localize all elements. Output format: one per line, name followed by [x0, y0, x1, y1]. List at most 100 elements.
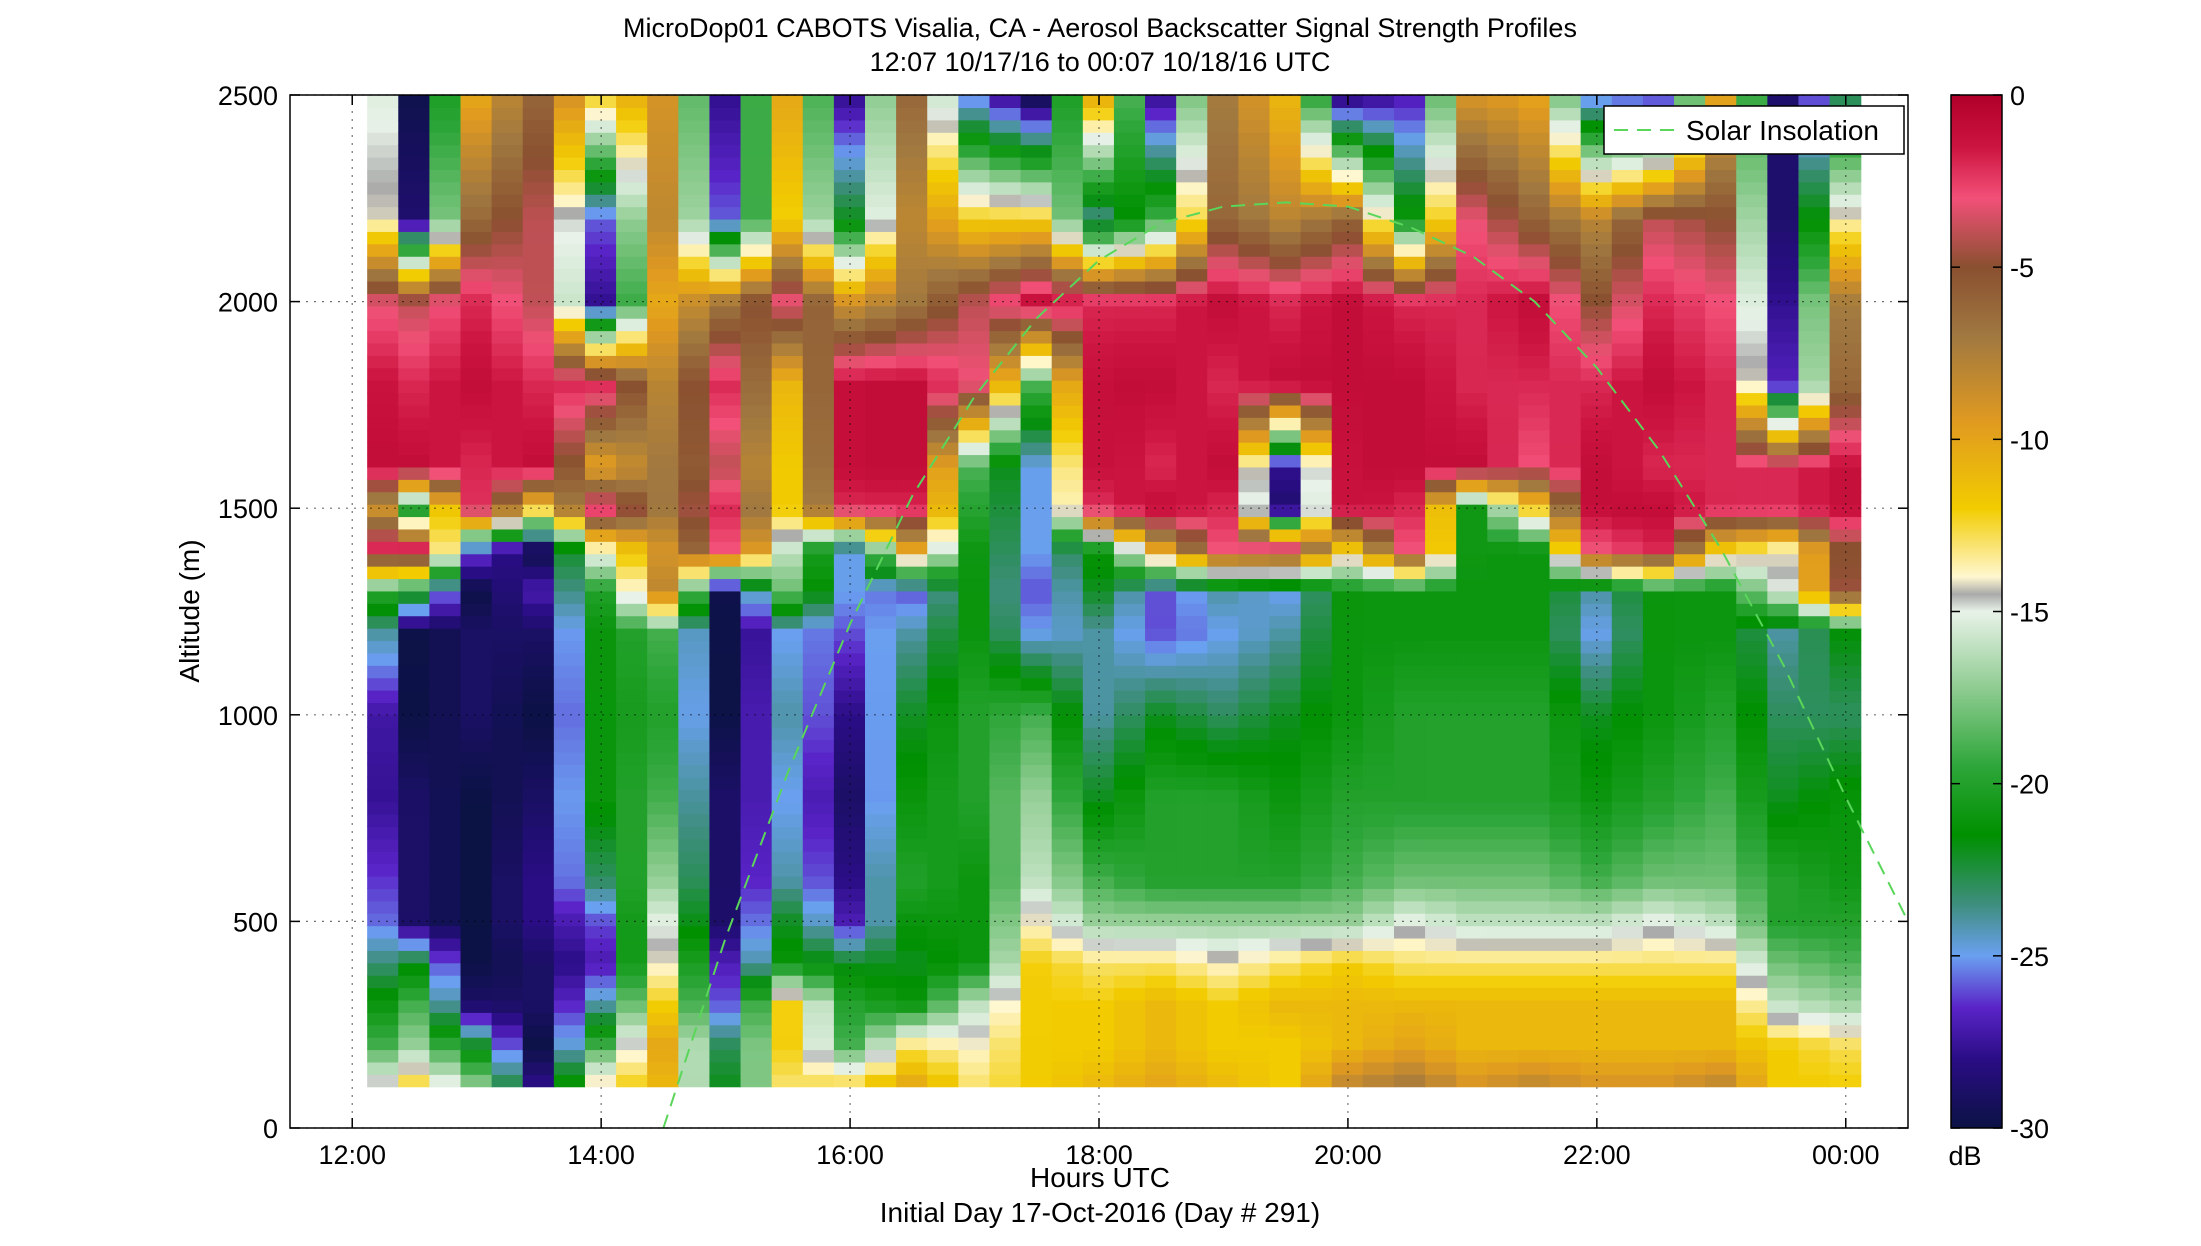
- heatmap-cell: [460, 194, 493, 208]
- heatmap-cell: [1051, 875, 1084, 889]
- heatmap-cell: [1425, 119, 1457, 133]
- heatmap-cell: [1767, 1074, 1800, 1088]
- heatmap-cell: [709, 392, 742, 406]
- heatmap-cell: [1705, 1061, 1737, 1075]
- heatmap-cell: [1518, 913, 1551, 927]
- heatmap-cell: [1425, 925, 1457, 939]
- heatmap-cell: [678, 950, 711, 964]
- heatmap-cell: [1549, 739, 1582, 753]
- heatmap-cell: [927, 194, 959, 208]
- heatmap-cell: [1829, 925, 1862, 939]
- heatmap-cell: [1642, 764, 1675, 778]
- heatmap-cell: [1051, 751, 1084, 765]
- heatmap-cell: [1705, 342, 1737, 356]
- heatmap-cell: [1549, 454, 1582, 468]
- heatmap-cell: [1082, 342, 1115, 356]
- heatmap-cell: [1767, 851, 1800, 865]
- heatmap-cell: [647, 900, 679, 914]
- heatmap-cell: [1425, 937, 1457, 951]
- heatmap-cell: [1362, 677, 1395, 691]
- heatmap-cell: [1176, 751, 1208, 765]
- heatmap-cell: [1518, 144, 1551, 158]
- heatmap-cell: [833, 454, 866, 468]
- heatmap-cell: [1549, 578, 1582, 592]
- heatmap-cell: [1736, 851, 1768, 865]
- heatmap-cell: [1393, 466, 1426, 480]
- heatmap-cell: [553, 119, 586, 133]
- heatmap-cell: [491, 727, 524, 741]
- heatmap-cell: [1300, 603, 1333, 617]
- heatmap-cell: [1425, 367, 1457, 381]
- heatmap-cell: [1705, 367, 1737, 381]
- heatmap-cell: [1456, 404, 1488, 418]
- heatmap-cell: [1767, 330, 1800, 344]
- heatmap-cell: [1580, 652, 1613, 666]
- heatmap-cell: [927, 875, 959, 889]
- heatmap-cell: [1487, 1037, 1520, 1051]
- heatmap-cell: [865, 677, 897, 691]
- heatmap-cell: [367, 1024, 399, 1038]
- heatmap-cell: [1269, 218, 1302, 232]
- heatmap-cell: [958, 541, 991, 555]
- heatmap-cell: [771, 665, 804, 679]
- heatmap-cell: [1549, 107, 1582, 121]
- heatmap-cell: [1207, 293, 1239, 307]
- heatmap-cell: [1238, 975, 1271, 989]
- heatmap-cell: [1176, 206, 1208, 220]
- heatmap-cell: [709, 218, 742, 232]
- heatmap-cell: [740, 900, 773, 914]
- heatmap-cell: [1580, 1012, 1613, 1026]
- heatmap-cell: [896, 714, 928, 728]
- heatmap-cell: [553, 380, 586, 394]
- heatmap-cell: [460, 442, 493, 456]
- heatmap-cell: [1705, 690, 1737, 704]
- heatmap-cell: [616, 417, 648, 431]
- heatmap-cell: [616, 442, 648, 456]
- heatmap-cell: [584, 702, 617, 716]
- heatmap-cell: [1456, 1012, 1488, 1026]
- heatmap-cell: [1331, 888, 1364, 902]
- heatmap-cell: [553, 466, 586, 480]
- heatmap-cell: [709, 714, 742, 728]
- heatmap-cell: [1456, 528, 1488, 542]
- heatmap-cell: [616, 677, 648, 691]
- heatmap-cell: [771, 950, 804, 964]
- heatmap-cell: [771, 367, 804, 381]
- heatmap-cell: [367, 913, 399, 927]
- heatmap-cell: [1269, 231, 1302, 245]
- heatmap-cell: [647, 355, 679, 369]
- heatmap-cell: [491, 218, 524, 232]
- heatmap-cell: [1238, 305, 1271, 319]
- heatmap-cell: [1705, 999, 1737, 1013]
- heatmap-cell: [740, 1012, 773, 1026]
- heatmap-cell: [1269, 553, 1302, 567]
- heatmap-cell: [989, 863, 1022, 877]
- heatmap-cell: [1393, 714, 1426, 728]
- heatmap-cell: [1207, 888, 1239, 902]
- heatmap-cell: [896, 702, 928, 716]
- heatmap-cell: [1051, 355, 1084, 369]
- heatmap-cell: [771, 677, 804, 691]
- heatmap-cell: [740, 640, 773, 654]
- heatmap-cell: [1020, 491, 1053, 505]
- heatmap-cell: [771, 813, 804, 827]
- heatmap-cell: [1611, 1061, 1644, 1075]
- heatmap-cell: [1300, 107, 1333, 121]
- heatmap-cell: [1207, 962, 1239, 976]
- heatmap-cell: [678, 231, 711, 245]
- heatmap-cell: [1425, 144, 1457, 158]
- heatmap-cell: [1176, 603, 1208, 617]
- heatmap-cell: [709, 801, 742, 815]
- heatmap-cell: [1113, 999, 1146, 1013]
- heatmap-cell: [1300, 342, 1333, 356]
- heatmap-cell: [1705, 243, 1737, 257]
- heatmap-cell: [491, 1037, 524, 1051]
- heatmap-cell: [958, 690, 991, 704]
- heatmap-cell: [1331, 380, 1364, 394]
- heatmap-cell: [1145, 925, 1177, 939]
- heatmap-cell: [1674, 367, 1706, 381]
- heatmap-cell: [1518, 665, 1551, 679]
- heatmap-cell: [1736, 218, 1768, 232]
- heatmap-cell: [1487, 330, 1520, 344]
- heatmap-cell: [1176, 181, 1208, 195]
